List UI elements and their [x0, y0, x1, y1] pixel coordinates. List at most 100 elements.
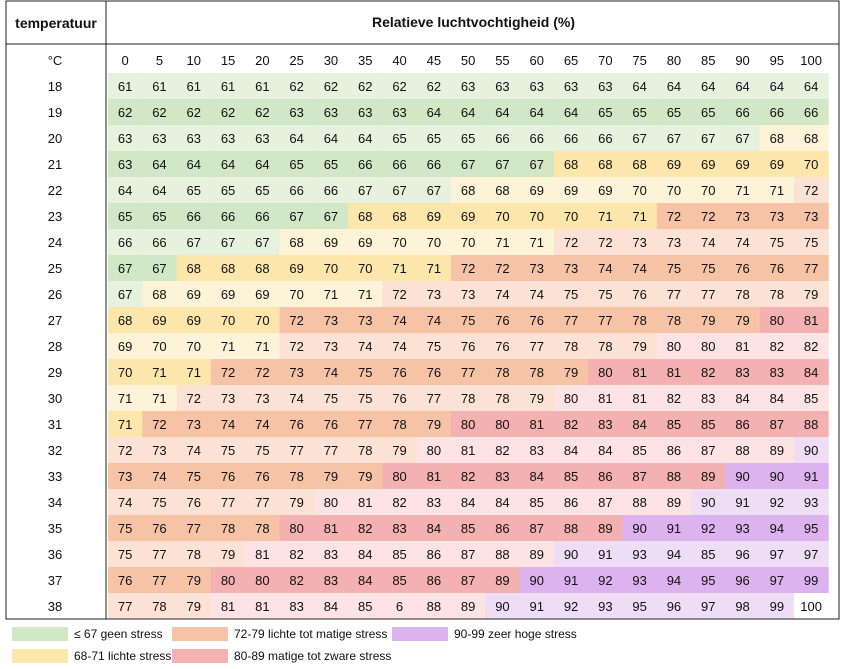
- cell-value: 77: [152, 547, 166, 562]
- cell-value: 80: [495, 417, 509, 432]
- cell-value: 67: [392, 183, 406, 198]
- cell-value: 65: [289, 157, 303, 172]
- heatmap-cell: [108, 151, 143, 178]
- heatmap-cell: [656, 359, 692, 386]
- heatmap-cell: [451, 203, 486, 230]
- heatmap-cell: [108, 385, 143, 412]
- heatmap-cell: [553, 177, 589, 204]
- heatmap-cell: [451, 411, 486, 438]
- heatmap-cell: [794, 411, 829, 438]
- heatmap-cell: [588, 359, 623, 386]
- heatmap-cell: [725, 359, 761, 386]
- cell-value: 86: [564, 495, 578, 510]
- cell-value: 76: [187, 495, 201, 510]
- cell-value: 87: [598, 495, 612, 510]
- heatmap-cell: [451, 385, 486, 412]
- cell-value: 93: [804, 495, 818, 510]
- cell-value: 71: [152, 365, 166, 380]
- heatmap-cell: [588, 307, 623, 334]
- cell-value: 78: [495, 391, 509, 406]
- heatmap-cell: [519, 203, 555, 230]
- cell-value: 61: [255, 79, 269, 94]
- row-label-temperature: 31: [48, 417, 62, 432]
- heatmap-cell: [759, 99, 795, 126]
- cell-value: 66: [392, 157, 406, 172]
- cell-value: 64: [324, 131, 338, 146]
- cell-value: 69: [530, 183, 544, 198]
- cell-value: 78: [289, 469, 303, 484]
- cell-value: 66: [358, 157, 372, 172]
- heatmap-cell: [794, 333, 829, 360]
- cell-value: 96: [667, 599, 681, 614]
- heatmap-cell: [142, 255, 177, 282]
- legend-swatch-red: [172, 649, 228, 663]
- heatmap-cell: [279, 281, 315, 308]
- heatmap-cell: [416, 151, 452, 178]
- row-label-temperature: 27: [48, 313, 62, 328]
- cell-value: 81: [255, 599, 269, 614]
- cell-value: 61: [187, 79, 201, 94]
- heatmap-cell: [313, 73, 349, 100]
- heatmap-cell: [416, 281, 452, 308]
- cell-value: 72: [564, 235, 578, 250]
- cell-value: 74: [255, 417, 269, 432]
- heatmap-cell: [485, 281, 520, 308]
- heatmap-cell: [176, 541, 212, 568]
- heatmap-cell: [142, 515, 177, 542]
- heatmap-cell: [691, 489, 726, 516]
- cell-value: 90: [804, 443, 818, 458]
- cell-value: 80: [289, 521, 303, 536]
- humidity-tick-label: 5: [156, 53, 163, 68]
- heatmap-cell: [656, 203, 692, 230]
- heatmap-cell: [519, 151, 555, 178]
- heatmap-cell: [416, 385, 452, 412]
- cell-value: 82: [804, 339, 818, 354]
- heatmap-cell: [725, 463, 761, 490]
- cell-value: 88: [632, 495, 646, 510]
- cell-value: 75: [118, 547, 132, 562]
- cell-value: 85: [632, 443, 646, 458]
- heatmap-cell: [245, 515, 280, 542]
- heatmap-cell: [142, 307, 177, 334]
- cell-value: 76: [770, 261, 784, 276]
- heatmap-cell: [210, 73, 246, 100]
- cell-value: 78: [255, 521, 269, 536]
- heatmap-cell: [588, 73, 623, 100]
- heatmap-cell: [588, 255, 623, 282]
- row-label-temperature: 21: [48, 157, 62, 172]
- humidity-tick-label: 80: [667, 53, 681, 68]
- heatmap-cell: [382, 593, 418, 620]
- heatmap-cell: [485, 437, 520, 464]
- cell-value: 77: [804, 261, 818, 276]
- heatmap-cell: [519, 73, 555, 100]
- cell-value: 87: [770, 417, 784, 432]
- cell-value: 94: [770, 521, 784, 536]
- cell-value: 81: [427, 469, 441, 484]
- heatmap-cell: [691, 463, 726, 490]
- cell-value: 84: [358, 547, 372, 562]
- cell-value: 78: [667, 313, 681, 328]
- cell-value: 61: [118, 79, 132, 94]
- heatmap-cell: [519, 307, 555, 334]
- cell-value: 86: [427, 573, 441, 588]
- cell-value: 83: [530, 443, 544, 458]
- heatmap-cell: [485, 151, 520, 178]
- heatmap-cell: [794, 463, 829, 490]
- heatmap-cell: [382, 515, 418, 542]
- cell-value: 65: [187, 183, 201, 198]
- heatmap-cell: [656, 73, 692, 100]
- cell-value: 68: [221, 261, 235, 276]
- heatmap-cell: [313, 151, 349, 178]
- heatmap-cell: [553, 307, 589, 334]
- humidity-tick-label: 50: [461, 53, 475, 68]
- cell-value: 70: [632, 183, 646, 198]
- heatmap-cell: [553, 99, 589, 126]
- cell-value: 66: [255, 209, 269, 224]
- heatmap-cell: [108, 411, 143, 438]
- cell-value: 96: [735, 573, 749, 588]
- heatmap-cell: [451, 229, 486, 256]
- heatmap-cell: [794, 307, 829, 334]
- heatmap-cell: [519, 411, 555, 438]
- heatmap-cell: [622, 99, 658, 126]
- heatmap-cell: [279, 385, 315, 412]
